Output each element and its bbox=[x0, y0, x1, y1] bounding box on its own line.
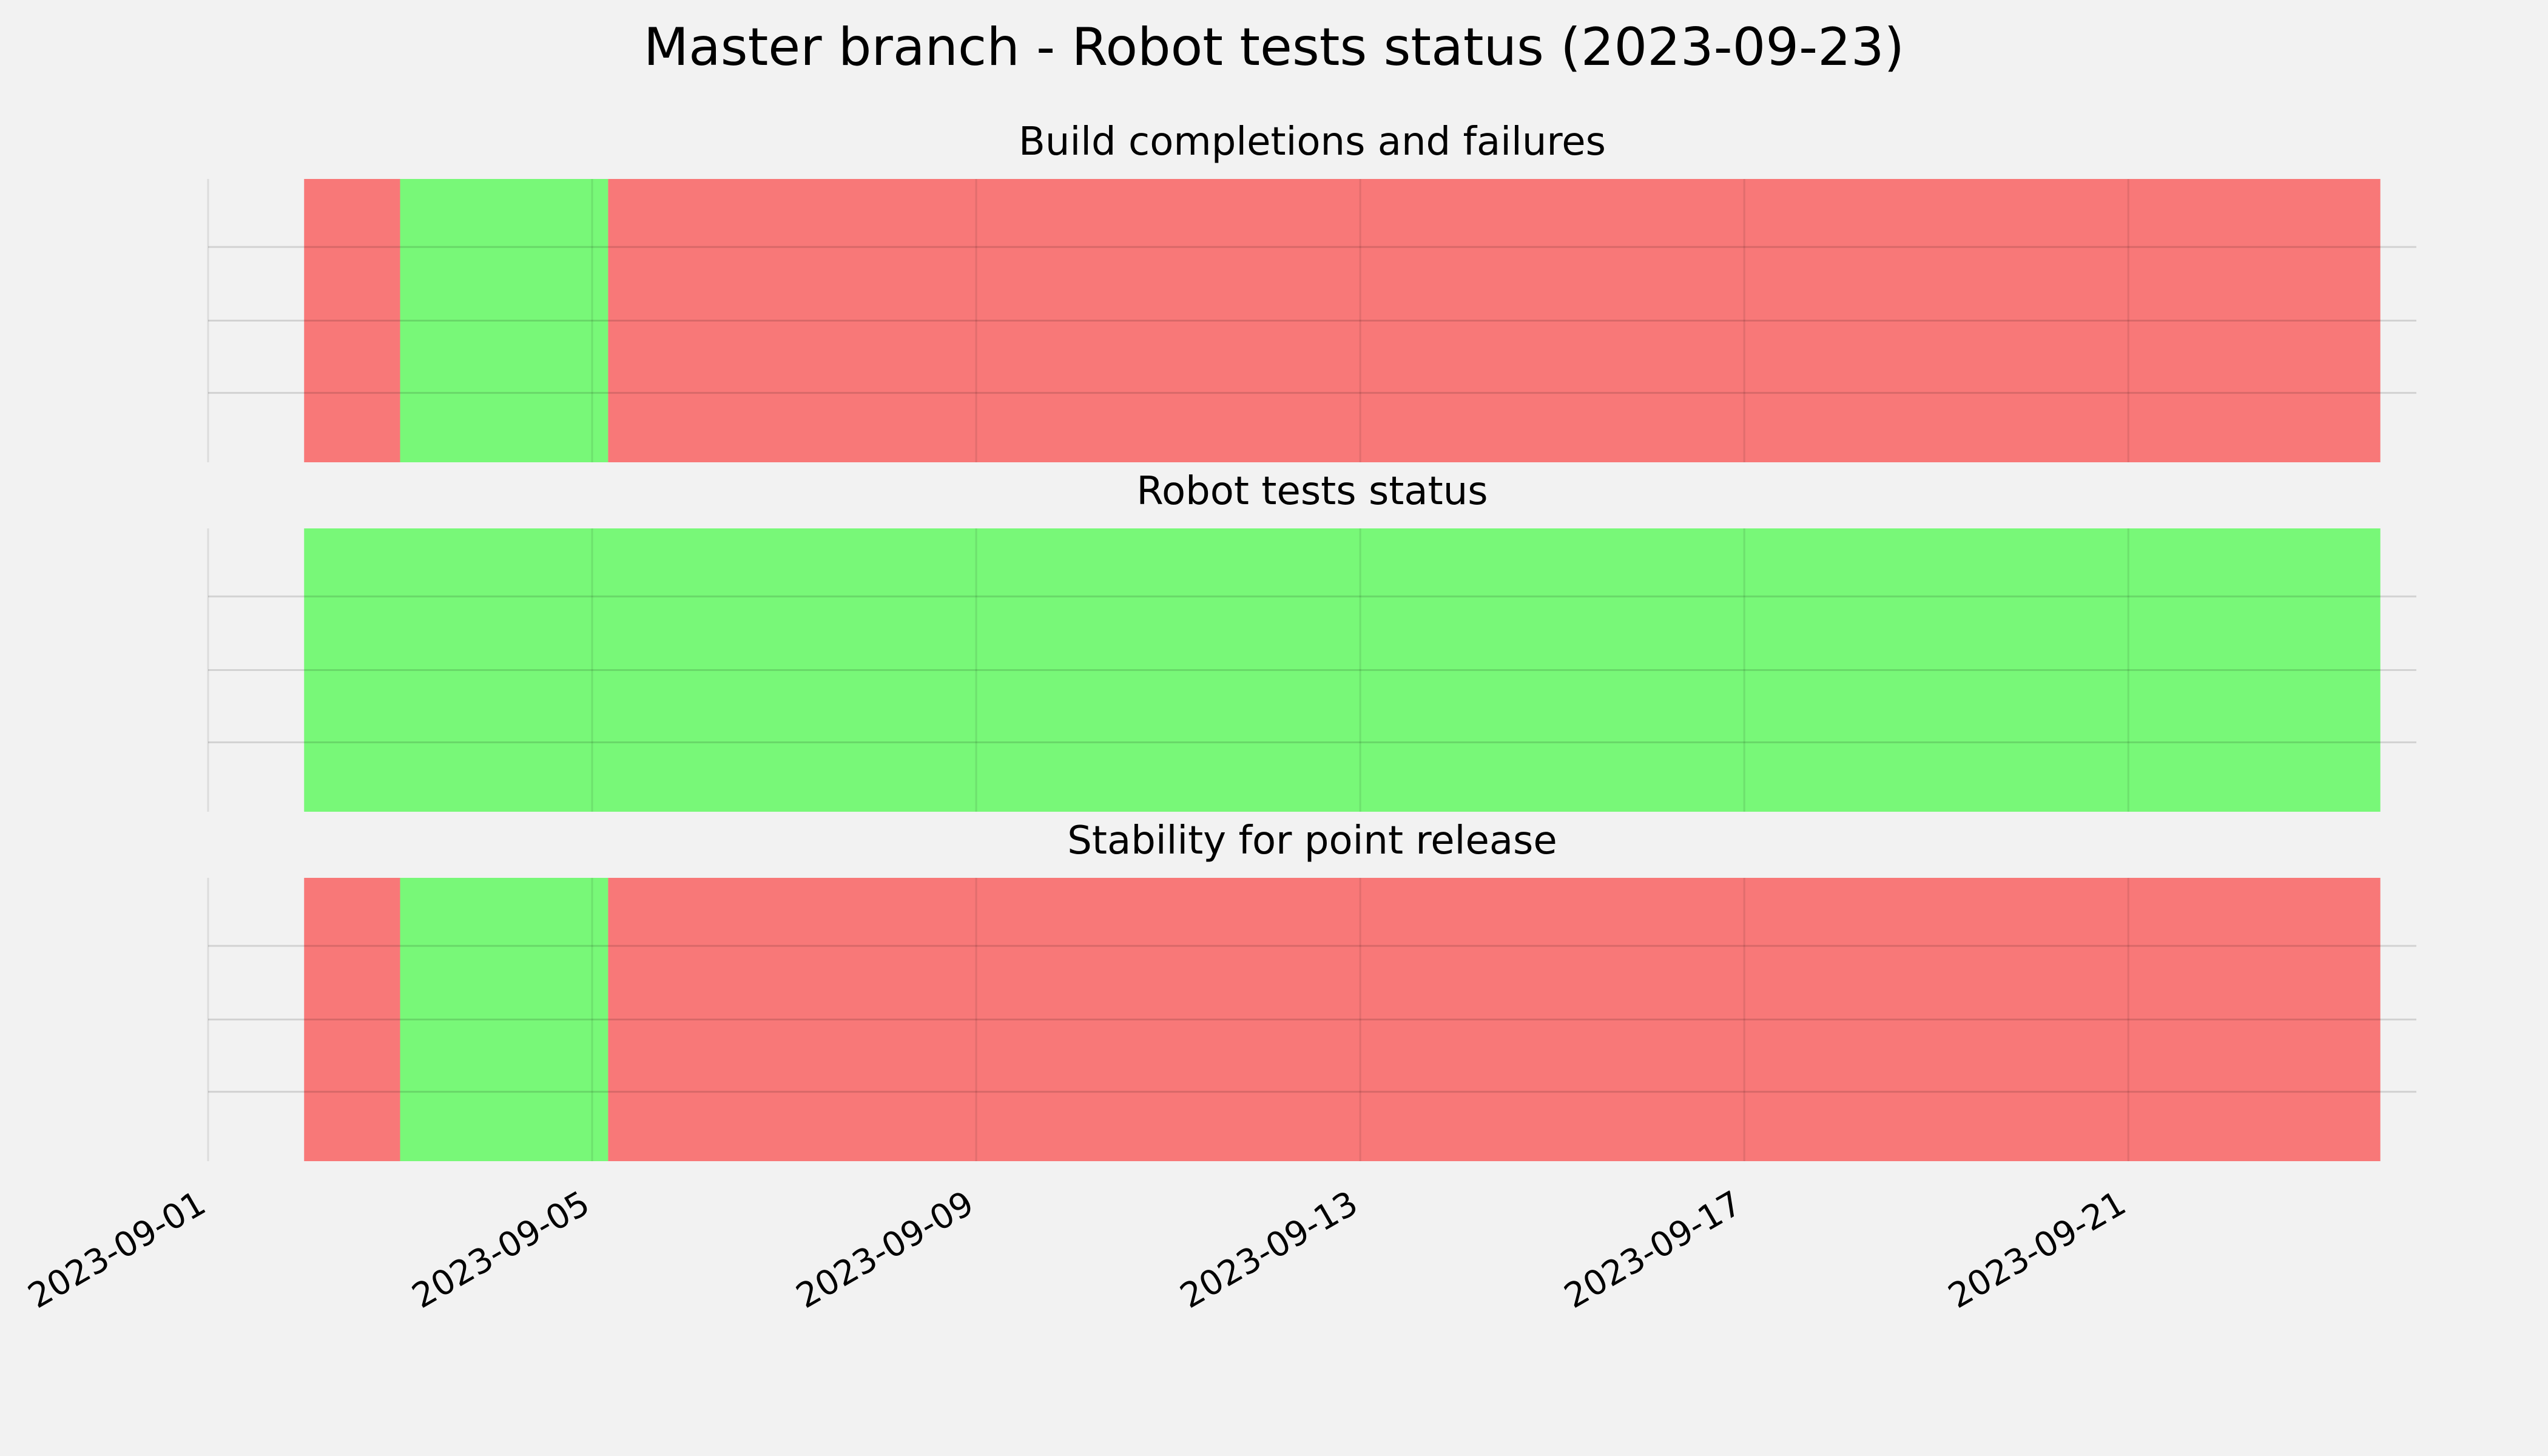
x-tick-label: 2023-09-13 bbox=[1174, 1184, 1364, 1316]
status-segment-success bbox=[400, 878, 608, 1161]
panel-1: Build completions and failures bbox=[207, 120, 2416, 462]
panels: Build completions and failures Robot test… bbox=[207, 120, 2416, 1161]
x-tick-label: 2023-09-17 bbox=[1558, 1184, 1748, 1316]
panel-3: Stability for point release bbox=[207, 818, 2416, 1161]
status-segment-failure bbox=[304, 179, 400, 462]
panel-2: Robot tests status bbox=[207, 469, 2416, 812]
x-axis-tick-labels: 2023-09-01 2023-09-05 2023-09-09 2023-09-13… bbox=[22, 1184, 2133, 1316]
panel-title: Robot tests status bbox=[1136, 469, 1488, 514]
x-tick-label: 2023-09-09 bbox=[790, 1184, 980, 1316]
x-tick-label: 2023-09-21 bbox=[1942, 1184, 2132, 1316]
x-tick-label: 2023-09-01 bbox=[22, 1184, 212, 1316]
panel-title: Build completions and failures bbox=[1019, 120, 1606, 164]
chart-title: Master branch - Robot tests status (2023… bbox=[644, 17, 1904, 78]
status-segment-failure bbox=[304, 878, 400, 1161]
panel-title: Stability for point release bbox=[1067, 818, 1557, 863]
x-tick-label: 2023-09-05 bbox=[406, 1184, 596, 1316]
status-segment-failure bbox=[608, 878, 2381, 1161]
status-segment-success bbox=[304, 528, 2381, 812]
status-segment-success bbox=[400, 179, 608, 462]
status-segment-failure bbox=[608, 179, 2381, 462]
